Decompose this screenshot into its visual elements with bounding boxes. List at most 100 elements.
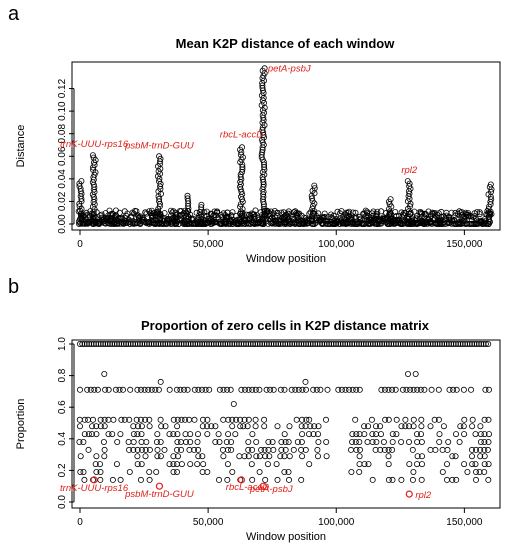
data-point <box>134 461 141 468</box>
data-point <box>464 340 471 347</box>
data-point <box>248 461 255 468</box>
data-point <box>90 416 97 423</box>
data-point <box>121 416 128 423</box>
data-point <box>469 340 476 347</box>
data-point <box>457 340 464 347</box>
data-point <box>109 476 116 483</box>
data-point <box>261 340 268 347</box>
data-point <box>376 340 383 347</box>
data-point <box>406 340 413 347</box>
data-point <box>157 416 164 423</box>
annotation-label: petA-psbJ <box>267 63 311 74</box>
data-point <box>145 386 152 393</box>
data-point <box>456 438 463 445</box>
data-point <box>466 340 473 347</box>
data-point <box>469 423 476 430</box>
data-point <box>372 446 379 453</box>
data-point <box>411 340 418 347</box>
panel-b-ylabel: Proportion <box>15 399 27 450</box>
data-point <box>249 431 256 438</box>
data-point <box>311 182 318 189</box>
data-point <box>407 386 414 393</box>
data-point <box>93 468 100 475</box>
data-point <box>397 340 404 347</box>
data-point <box>338 386 345 393</box>
data-point <box>245 386 252 393</box>
data-point <box>353 386 360 393</box>
data-point <box>448 209 455 216</box>
panel-a-label: a <box>8 3 20 25</box>
data-point <box>194 461 201 468</box>
data-point <box>223 438 230 445</box>
data-point <box>233 416 240 423</box>
data-point <box>83 340 90 347</box>
panel-b-points <box>76 340 492 483</box>
data-point <box>264 461 271 468</box>
data-point <box>200 461 207 468</box>
data-point <box>413 340 420 347</box>
data-point <box>385 446 392 453</box>
data-point <box>265 438 272 445</box>
data-point <box>97 468 104 475</box>
data-point <box>413 461 420 468</box>
data-point <box>322 416 329 423</box>
data-point <box>109 340 116 347</box>
data-point <box>277 340 284 347</box>
data-point <box>170 468 177 475</box>
data-point <box>88 340 95 347</box>
data-point <box>261 423 268 430</box>
data-point <box>238 144 245 151</box>
data-point <box>377 446 384 453</box>
data-point <box>307 423 314 430</box>
data-point <box>198 201 205 208</box>
data-point <box>460 423 467 430</box>
data-point <box>323 340 330 347</box>
data-point <box>236 453 243 460</box>
data-point <box>434 340 441 347</box>
data-point <box>372 423 379 430</box>
data-point <box>243 340 250 347</box>
data-point <box>436 431 443 438</box>
data-point <box>319 340 326 347</box>
data-point <box>76 203 83 210</box>
data-point <box>392 340 399 347</box>
data-point <box>266 340 273 347</box>
data-point <box>385 476 392 483</box>
data-point <box>328 340 335 347</box>
data-point <box>295 386 302 393</box>
data-point <box>472 446 479 453</box>
data-point <box>138 431 145 438</box>
data-point <box>253 453 260 460</box>
data-point <box>477 446 484 453</box>
annotation-label: psbM-trnD-GUU <box>124 140 194 151</box>
data-point <box>76 220 83 227</box>
x-tick-label: 0 <box>77 239 83 250</box>
data-point <box>82 211 89 218</box>
data-point <box>203 340 210 347</box>
data-point <box>404 370 411 377</box>
data-point <box>353 431 360 438</box>
data-point <box>146 340 153 347</box>
data-point <box>227 386 234 393</box>
data-point <box>381 340 388 347</box>
x-tick-label: 150,000 <box>446 239 483 250</box>
data-point <box>182 431 189 438</box>
data-point <box>249 476 256 483</box>
data-point <box>365 340 372 347</box>
data-point <box>481 431 488 438</box>
data-point <box>418 416 425 423</box>
data-point <box>93 431 100 438</box>
data-point <box>476 468 483 475</box>
data-point <box>315 438 322 445</box>
data-point <box>381 446 388 453</box>
data-point <box>364 438 371 445</box>
data-point <box>398 423 405 430</box>
data-point <box>199 468 206 475</box>
data-point <box>180 386 187 393</box>
data-point <box>78 213 85 220</box>
data-point <box>252 423 259 430</box>
data-point <box>278 446 285 453</box>
x-tick-label: 100,000 <box>318 239 355 250</box>
data-point <box>123 340 130 347</box>
data-point <box>348 468 355 475</box>
